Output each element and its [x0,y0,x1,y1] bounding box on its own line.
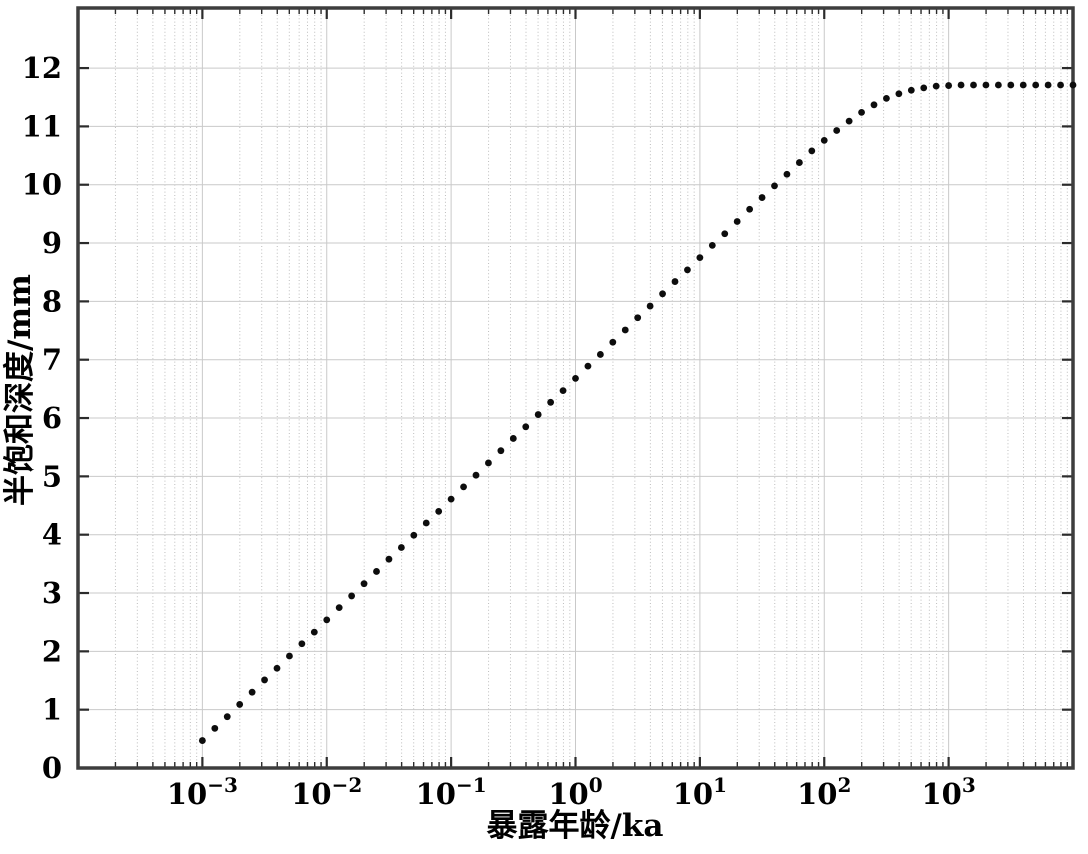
data-point [261,676,268,684]
data-point [348,592,356,600]
data-point [982,81,990,89]
data-point [211,724,219,732]
data-point [1044,81,1052,89]
y-tick-label: 2 [42,634,62,668]
data-point [671,278,679,285]
data-point [435,507,443,515]
y-tick-label: 5 [42,459,62,493]
data-point [534,411,542,418]
x-axis-label: 暴露年龄/ka [487,808,664,844]
data-point [957,81,965,89]
data-point [659,290,666,298]
data-point [845,117,853,125]
data-point [994,81,1002,89]
data-point [858,109,865,116]
data-point [460,483,467,491]
data-point [1057,81,1064,89]
data-point [646,302,654,310]
data-point [621,326,629,334]
y-tick-label: 6 [42,401,62,435]
data-point [895,90,903,98]
data-point [945,82,953,89]
data-point [721,230,729,238]
data-point [820,137,828,144]
data-point [472,471,480,479]
plot-border [76,6,1075,770]
y-tick-label: 12 [22,51,62,85]
y-tick-label: 11 [22,109,62,143]
data-point [223,713,231,721]
data-point [596,351,604,358]
data-point [970,81,977,89]
x-tick-label: 102 [797,773,851,811]
data-point [273,664,281,672]
grid-layer [78,8,1073,768]
data-point [497,447,505,455]
data-point [360,580,368,588]
data-point [1069,81,1077,89]
data-point [509,435,517,442]
data-point [833,127,841,134]
data-point [746,205,754,213]
data-point [286,652,293,660]
data-point [883,95,890,102]
x-tick-label: 103 [921,773,975,811]
data-point [907,86,915,94]
y-tick-label: 7 [42,343,62,377]
data-point [771,182,778,190]
x-tick-label: 101 [673,773,727,811]
data-point [236,701,244,708]
data-point [397,544,405,551]
data-point [422,519,430,527]
data-point [198,737,206,744]
y-tick-label: 3 [42,576,62,610]
data-point [1007,81,1015,89]
data-point [609,338,617,346]
x-tick-label: 100 [548,773,602,811]
data-point [335,604,343,612]
data-point [559,387,567,395]
data-point [1019,81,1027,89]
data-point [373,568,380,575]
x-tick-label: 10−1 [416,773,487,811]
data-point [684,266,691,274]
x-tick-label: 10−2 [291,773,362,811]
data-point [696,254,704,262]
data-point [447,495,455,503]
data-point [920,84,928,92]
data-point [522,423,530,431]
data-point [758,194,766,201]
x-tick-label: 10−3 [167,773,238,811]
y-tick-label: 8 [42,284,62,318]
data-point [584,362,592,370]
y-tick-label: 0 [42,751,62,785]
data-point [410,531,418,539]
data-point [808,147,816,155]
data-point [795,159,803,166]
y-tick-label: 1 [42,693,62,727]
data-point [485,459,492,467]
data-point [547,398,555,406]
data-point [783,170,791,178]
data-point [733,218,741,225]
y-tick-label: 4 [42,518,62,552]
data-point [1032,81,1040,89]
data-point [310,628,318,636]
data-point [870,101,878,109]
data-series [198,81,1077,744]
data-point [634,314,642,322]
y-tick-label: 10 [22,168,62,202]
data-point [385,555,393,563]
data-point [932,82,940,90]
data-point [323,616,331,624]
data-point [708,241,716,249]
data-point [572,374,579,382]
y-axis-label: 半饱和深度/mm [2,274,38,506]
data-point [298,640,306,648]
data-point [248,688,256,696]
y-tick-label: 9 [42,226,62,260]
